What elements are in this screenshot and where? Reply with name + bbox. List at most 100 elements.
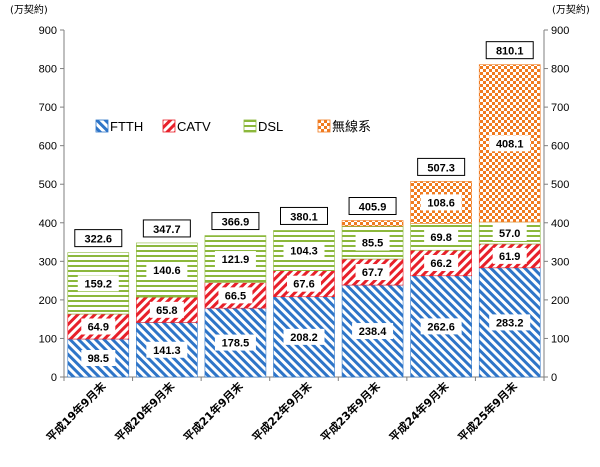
segment-label-catv: 66.2 [430, 258, 451, 270]
total-label: 507.3 [427, 162, 455, 174]
y-tick-label-right: 0 [551, 372, 557, 384]
total-label: 366.9 [222, 217, 250, 229]
legend-label-catv: CATV [177, 119, 211, 134]
total-label-box [417, 157, 466, 176]
segment-label-dsl: 85.5 [362, 237, 383, 249]
y-tick-label-right: 300 [551, 256, 569, 268]
segment-label-catv: 66.5 [225, 290, 246, 302]
segment-label-dsl: 159.2 [85, 278, 113, 290]
segment-label-bg [420, 194, 462, 211]
bar-segment-wireless [341, 220, 404, 227]
y-tick-label-left: 700 [39, 102, 57, 114]
segment-label-bg [81, 350, 116, 367]
segment-label-dsl: 104.3 [290, 246, 318, 258]
segment-label-dsl: 69.8 [430, 232, 451, 244]
y-tick-label-left: 100 [39, 333, 57, 345]
segment-label-bg [146, 262, 188, 279]
legend-swatch-dsl [243, 119, 257, 133]
segment-label-bg [149, 301, 184, 318]
segment-label-wireless: 108.6 [427, 197, 455, 209]
y-tick-label-left: 800 [39, 64, 57, 76]
category-label: 平成19年9月末 [43, 379, 109, 445]
total-label: 380.1 [290, 211, 318, 223]
segment-label-wireless: 408.1 [496, 138, 524, 150]
segment-label-bg [146, 341, 188, 358]
segment-label-ftth: 98.5 [88, 353, 109, 365]
axes: 0 0 100 100 200 200 300 300 400 400 500 500 600 600 70… [39, 25, 570, 384]
segment-label-dsl: 121.9 [222, 254, 250, 266]
y-tick-label-left: 600 [39, 141, 57, 153]
segment-label-bg [355, 234, 390, 251]
segment-label-bg [489, 135, 531, 152]
total-label-box [211, 212, 260, 231]
segment-label-dsl: 57.0 [499, 228, 520, 240]
right-axis-unit: (万契約) [552, 3, 590, 16]
segment-label-bg [355, 264, 390, 281]
total-label-box [74, 229, 123, 248]
segment-label-catv: 67.6 [293, 279, 314, 291]
segment-label-bg [424, 254, 459, 271]
total-label-box [348, 197, 397, 216]
y-tick-label-left: 0 [51, 372, 57, 384]
segment-label-bg [81, 318, 116, 335]
segment-label-bg [352, 323, 394, 340]
y-tick-label-right: 500 [551, 179, 569, 191]
y-tick-label-right: 900 [551, 25, 569, 37]
legend-swatch-ftth [95, 119, 109, 133]
total-label-box [485, 41, 534, 60]
category-label: 平成21年9月末 [181, 379, 247, 445]
y-tick-label-right: 700 [551, 102, 569, 114]
total-label: 322.6 [85, 234, 113, 246]
segment-label-ftth: 141.3 [153, 345, 181, 357]
segment-label-bg [489, 314, 531, 331]
segment-label-ftth: 283.2 [496, 317, 524, 329]
y-tick-label-right: 800 [551, 64, 569, 76]
segment-label-bg [424, 228, 459, 245]
total-label: 810.1 [496, 46, 524, 58]
segment-label-catv: 64.9 [88, 322, 109, 334]
bar-segment-catv [67, 313, 130, 340]
total-label: 405.9 [359, 202, 387, 214]
category-labels: 平成19年9月末 平成20年9月末 平成21年9月末 平成22年9月末 平成23年9月末… [43, 379, 520, 445]
legend-swatch-wireless [317, 119, 331, 133]
category-label: 平成23年9月末 [318, 379, 384, 445]
segment-label-bg [214, 251, 256, 268]
y-tick-label-right: 100 [551, 333, 569, 345]
segment-label-catv: 61.9 [499, 251, 520, 263]
segment-label-bg [283, 328, 325, 345]
segment-label-bg [492, 247, 527, 264]
segment-label-ftth: 208.2 [290, 332, 318, 344]
y-tick-label-right: 200 [551, 295, 569, 307]
segment-label-catv: 67.7 [362, 267, 383, 279]
legend-swatch-catv [162, 119, 176, 133]
y-tick-label-right: 600 [551, 141, 569, 153]
segment-label-ftth: 262.6 [427, 321, 455, 333]
total-label-box [142, 219, 191, 238]
legend-label-wireless: 無線系 [332, 119, 371, 134]
legend-label-ftth: FTTH [110, 119, 143, 134]
total-label: 347.7 [153, 224, 181, 236]
total-label-box [280, 206, 328, 225]
legend: FTTH CATV DSL 無線系 [95, 119, 371, 134]
category-label: 平成25年9月末 [455, 379, 521, 445]
y-tick-label-right: 400 [551, 218, 569, 230]
segment-label-bg [492, 224, 527, 241]
category-label: 平成20年9月末 [112, 379, 178, 445]
segment-label-bg [77, 275, 119, 292]
y-tick-label-left: 400 [39, 218, 57, 230]
segment-label-bg [214, 334, 256, 351]
segment-label-ftth: 178.5 [222, 338, 250, 350]
legend-label-dsl: DSL [258, 119, 283, 134]
data-labels: 98.5 64.9 159.2 322.6 141.3 65.8 140.6 347.7 178… [74, 41, 534, 367]
segment-label-bg [283, 242, 325, 259]
y-tick-label-left: 900 [39, 25, 57, 37]
category-label: 平成22年9月末 [249, 379, 315, 445]
y-tick-label-left: 200 [39, 295, 57, 307]
category-label: 平成24年9月末 [386, 379, 452, 445]
segment-label-dsl: 140.6 [153, 265, 181, 277]
segment-label-ftth: 238.4 [359, 326, 387, 338]
segment-label-bg [420, 318, 462, 335]
segment-label-catv: 65.8 [156, 305, 177, 317]
segment-label-bg [287, 275, 321, 292]
